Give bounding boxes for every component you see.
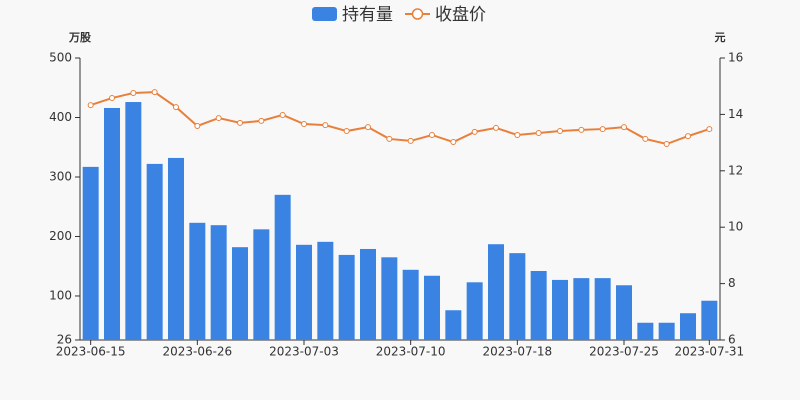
line-point (706, 126, 713, 133)
line-point (130, 89, 137, 96)
line-point (279, 111, 286, 118)
line-point (450, 139, 457, 146)
bar (296, 244, 312, 340)
bar (125, 102, 142, 340)
bar (381, 257, 398, 340)
bar (253, 229, 270, 340)
bar (402, 269, 419, 340)
line-point (663, 141, 670, 148)
bar (82, 166, 99, 340)
bar (637, 322, 654, 340)
bar (104, 107, 120, 340)
line-point (258, 117, 265, 124)
y-tick-label: 200 (49, 229, 72, 243)
bar (701, 300, 718, 340)
line-point (109, 95, 115, 102)
x-tick-label: 2023-06-15 (56, 345, 126, 359)
bar (445, 310, 462, 340)
bar (317, 241, 334, 340)
y2-tick-label: 12 (728, 163, 743, 177)
line-point (215, 115, 222, 122)
legend-label: 持有量 (342, 5, 393, 25)
bar (232, 247, 248, 340)
bar (338, 254, 355, 340)
line-point (599, 126, 606, 133)
line-point (685, 133, 691, 140)
x-tick-label: 2023-07-03 (269, 345, 339, 359)
y2-tick-label: 6 (728, 333, 736, 347)
line-point (386, 135, 393, 142)
y2-tick-label: 14 (728, 107, 743, 121)
line-point (493, 124, 499, 131)
bar (488, 244, 504, 340)
y-tick-label: 400 (49, 110, 72, 124)
line-point (237, 119, 243, 126)
line-point (557, 128, 563, 135)
line-point (365, 124, 371, 131)
bar (189, 222, 206, 340)
line-point (642, 135, 649, 142)
x-tick-label: 2023-07-31 (674, 345, 744, 359)
y-tick-label: 300 (49, 169, 72, 183)
y-axis-label: 万股 (68, 31, 92, 44)
line (90, 91, 710, 146)
line-point (514, 131, 521, 138)
line-point (471, 128, 478, 135)
bar (552, 279, 568, 340)
line-point (151, 89, 158, 96)
bar (530, 270, 547, 340)
y2-axis-label: 元 (715, 31, 726, 44)
bar (509, 253, 526, 340)
y2-tick-label: 16 (728, 51, 743, 65)
bar (594, 278, 611, 340)
bar (616, 285, 632, 340)
legend-swatch-point (411, 8, 424, 20)
bar (424, 275, 440, 340)
line-point (194, 122, 201, 129)
y-tick-label: 500 (49, 51, 72, 65)
line-point (429, 131, 435, 138)
bar (146, 163, 163, 340)
bar (210, 225, 227, 340)
line-point (407, 137, 414, 144)
y2-tick-label: 8 (728, 276, 736, 290)
y2-tick-label: 10 (728, 220, 743, 234)
line-point (343, 128, 350, 135)
legend-label: 收盘价 (435, 5, 486, 25)
bar (274, 194, 291, 340)
line-point (301, 120, 307, 127)
bar (466, 282, 483, 340)
line-point (621, 124, 627, 131)
line-point (578, 126, 585, 133)
y-tick-label: 100 (49, 288, 72, 302)
bar (168, 157, 184, 340)
x-tick-label: 2023-07-18 (482, 345, 552, 359)
x-tick-label: 2023-07-10 (376, 345, 446, 359)
legend-swatch (312, 7, 337, 21)
bar (658, 322, 675, 340)
line-point (535, 130, 542, 137)
x-tick-label: 2023-07-25 (589, 345, 659, 359)
line-point (322, 122, 329, 129)
line-point (87, 102, 94, 109)
bar (360, 248, 376, 340)
line-point (173, 104, 179, 111)
bar (680, 313, 696, 340)
x-tick-label: 2023-06-26 (162, 345, 232, 359)
bar (573, 278, 590, 340)
y-tick-label: 26 (57, 333, 72, 347)
